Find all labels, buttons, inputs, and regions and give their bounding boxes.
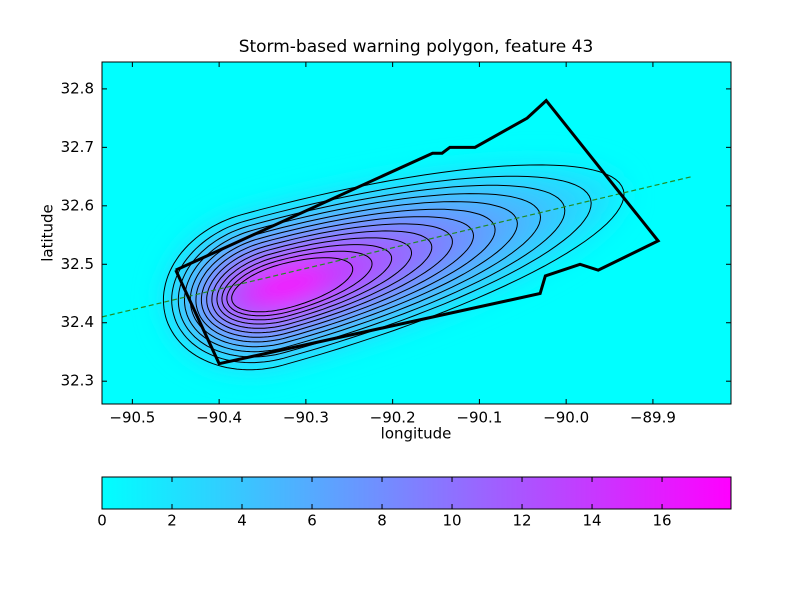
colorbar-tick-label: 14: [582, 512, 601, 530]
colorbar: [101, 476, 732, 510]
colorbar-tick-label: 16: [652, 512, 671, 530]
contour-line: [211, 230, 433, 329]
contour-line: [221, 244, 393, 321]
track-line: [102, 176, 693, 318]
plot-area: [102, 98, 693, 371]
contour-line: [177, 184, 566, 358]
y-tick-label: 32.5: [61, 255, 94, 273]
colorbar-tick-label: 6: [307, 512, 317, 530]
x-tick-label: −90.1: [456, 409, 502, 427]
contour-line: [162, 164, 625, 371]
colorbar-tick-label: 4: [237, 512, 247, 530]
colorbar-tick-label: 8: [377, 512, 387, 530]
contour-line: [206, 223, 453, 334]
colorbar-tick-label: 0: [97, 512, 107, 530]
x-tick-label: −90.4: [196, 409, 242, 427]
colorbar-tick-label: 10: [442, 512, 461, 530]
contour-line: [195, 208, 496, 343]
contour-line: [184, 193, 542, 353]
x-axis-label: longitude: [381, 425, 452, 443]
x-tick-label: −89.9: [630, 409, 676, 427]
x-tick-label: −90.0: [543, 409, 589, 427]
contour-line: [231, 257, 354, 313]
colorbar-tick-label: 12: [512, 512, 531, 530]
contour-line: [200, 216, 475, 338]
y-axis-label: latitude: [39, 204, 57, 262]
contour-line: [216, 237, 412, 325]
x-tick-label: −90.2: [370, 409, 416, 427]
chart-title: Storm-based warning polygon, feature 43: [239, 37, 594, 57]
warning-polygon: [174, 98, 661, 366]
contour-line: [189, 201, 518, 348]
y-tick-label: 32.3: [61, 372, 94, 390]
contour-line: [171, 175, 592, 364]
y-tick-label: 32.8: [61, 79, 94, 97]
heat-region: [253, 269, 326, 302]
heatmap: [163, 164, 624, 370]
contour-line: [226, 250, 373, 317]
colorbar-tick-label: 2: [167, 512, 177, 530]
y-tick-label: 32.6: [61, 196, 94, 214]
x-tick-label: −90.5: [109, 409, 155, 427]
axes-frame: [101, 61, 732, 405]
y-tick-label: 32.4: [61, 313, 94, 331]
y-tick-label: 32.7: [61, 138, 94, 156]
x-tick-label: −90.3: [283, 409, 329, 427]
